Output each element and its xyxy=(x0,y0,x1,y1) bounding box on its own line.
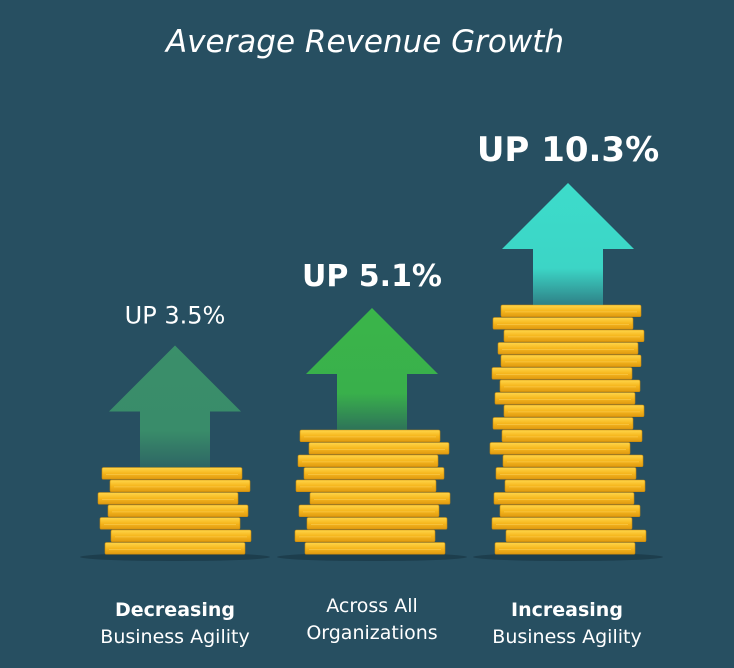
coin xyxy=(505,529,647,542)
coin xyxy=(493,492,635,505)
up-arrow-icon xyxy=(109,345,241,468)
category-label-0-1: Business Agility xyxy=(100,626,249,648)
coin xyxy=(110,529,252,542)
coin xyxy=(294,529,436,542)
coin xyxy=(495,467,637,480)
coin xyxy=(503,329,645,342)
coin xyxy=(491,367,633,380)
coin xyxy=(494,542,636,555)
coin xyxy=(499,379,641,392)
coin xyxy=(304,542,446,555)
bar-shadow xyxy=(80,553,270,561)
coin xyxy=(99,517,241,530)
bars-group: UP 3.5% Decreasing Business Agility UP 5.1%… xyxy=(80,130,663,648)
coin xyxy=(104,542,246,555)
coin xyxy=(107,504,249,517)
coin xyxy=(499,504,641,517)
coin xyxy=(489,442,631,455)
category-label-2-1: Business Agility xyxy=(492,626,641,648)
bar-2: UP 10.3% xyxy=(473,130,663,561)
coin xyxy=(295,479,437,492)
coin xyxy=(309,492,451,505)
category-label-0-0: Decreasing xyxy=(115,599,235,621)
coin xyxy=(303,467,445,480)
coin xyxy=(504,479,646,492)
bar-shadow xyxy=(277,553,467,561)
coin xyxy=(297,454,439,467)
category-label-1-1: Organizations xyxy=(306,622,437,644)
category-label-2-0: Increasing xyxy=(511,599,623,621)
coin xyxy=(492,317,634,330)
bar-shadow xyxy=(473,553,663,561)
coin xyxy=(497,342,639,355)
value-label-1: UP 5.1% xyxy=(302,259,442,294)
coin xyxy=(306,517,448,530)
coin xyxy=(109,479,251,492)
coin xyxy=(298,504,440,517)
bar-0: UP 3.5% xyxy=(80,302,270,561)
coin xyxy=(502,454,644,467)
coin xyxy=(500,354,642,367)
bar-1: UP 5.1% xyxy=(277,259,467,561)
up-arrow-icon xyxy=(502,183,634,305)
coin xyxy=(501,429,643,442)
category-label-1-0: Across All xyxy=(326,595,418,617)
coin xyxy=(97,492,239,505)
coin xyxy=(500,304,642,317)
coin xyxy=(494,392,636,405)
value-label-0: UP 3.5% xyxy=(125,302,226,330)
coin xyxy=(299,429,441,442)
coin xyxy=(503,404,645,417)
value-label-2: UP 10.3% xyxy=(477,130,659,170)
coin xyxy=(492,417,634,430)
up-arrow-icon xyxy=(306,308,438,430)
coin xyxy=(308,442,450,455)
chart-title: Average Revenue Growth xyxy=(164,24,564,60)
coin xyxy=(101,467,243,480)
coin xyxy=(491,517,633,530)
